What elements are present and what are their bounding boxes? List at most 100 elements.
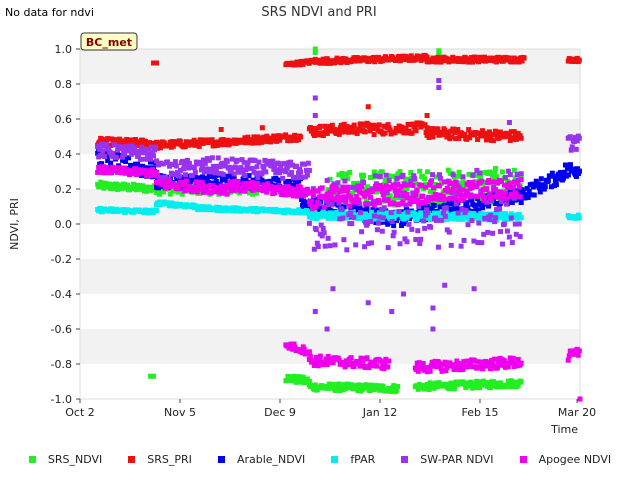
- data-point: [311, 362, 317, 368]
- grid-band: [80, 224, 580, 259]
- data-point: [120, 138, 126, 144]
- data-point: [497, 380, 503, 386]
- data-point: [401, 216, 407, 222]
- data-point: [456, 135, 462, 141]
- data-point: [318, 204, 324, 210]
- data-point: [515, 382, 521, 388]
- data-point: [451, 216, 457, 222]
- data-point: [312, 125, 318, 131]
- data-point: [388, 210, 394, 216]
- data-point: [174, 170, 180, 176]
- data-point: [259, 177, 265, 183]
- legend-item[interactable]: SRS_NDVI: [28, 453, 102, 466]
- data-point: [382, 130, 388, 136]
- data-point: [484, 186, 490, 192]
- data-point: [470, 364, 476, 370]
- data-point: [482, 170, 488, 176]
- data-point: [414, 187, 420, 193]
- data-point: [213, 166, 219, 172]
- data-point: [376, 122, 382, 128]
- data-point: [226, 183, 232, 189]
- data-point: [502, 174, 508, 180]
- data-point: [371, 132, 377, 138]
- data-point: [383, 192, 389, 198]
- legend-item[interactable]: fPAR: [331, 453, 375, 466]
- data-point: [385, 364, 391, 370]
- data-point: [147, 156, 153, 162]
- data-point: [292, 344, 298, 350]
- data-point: [453, 179, 459, 185]
- data-point: [406, 182, 412, 188]
- data-point: [470, 179, 476, 185]
- data-point: [246, 165, 252, 171]
- data-point: [358, 210, 364, 216]
- data-point: [500, 194, 506, 200]
- data-point: [117, 182, 123, 188]
- data-point: [545, 178, 551, 184]
- data-point: [488, 366, 494, 372]
- grid-band: [80, 294, 580, 329]
- data-point: [445, 167, 451, 173]
- data-point: [132, 145, 138, 151]
- data-point: [326, 202, 332, 208]
- data-point: [491, 132, 497, 138]
- data-point: [455, 127, 461, 133]
- data-point: [430, 305, 436, 311]
- data-point: [576, 348, 582, 354]
- data-point: [231, 175, 237, 181]
- data-point: [492, 169, 498, 175]
- data-point: [502, 190, 508, 196]
- data-point: [231, 171, 237, 177]
- legend-item[interactable]: Arable_NDVI: [217, 453, 305, 466]
- data-point: [516, 221, 522, 227]
- data-point: [410, 121, 416, 127]
- legend-item[interactable]: Apogee NDVI: [519, 453, 611, 466]
- data-point: [498, 362, 504, 368]
- data-point: [466, 171, 472, 177]
- data-point: [424, 207, 430, 213]
- data-point: [339, 129, 345, 135]
- data-point: [436, 183, 442, 189]
- data-point: [480, 205, 486, 211]
- data-point: [535, 181, 541, 187]
- data-point: [483, 130, 489, 136]
- data-point: [177, 138, 183, 144]
- data-point: [522, 195, 528, 201]
- data-point: [317, 353, 323, 359]
- data-point: [490, 194, 496, 200]
- site-badge[interactable]: BC_met: [80, 32, 138, 51]
- data-point: [153, 169, 159, 175]
- data-point: [261, 182, 267, 188]
- data-point: [225, 137, 231, 143]
- data-point: [181, 162, 187, 168]
- data-point: [394, 175, 400, 181]
- data-point: [511, 195, 517, 201]
- data-point: [331, 126, 337, 132]
- data-point: [499, 211, 505, 217]
- data-point: [301, 187, 307, 193]
- data-point: [270, 158, 276, 164]
- data-point: [199, 163, 205, 169]
- data-point: [470, 59, 476, 65]
- data-point: [390, 182, 396, 188]
- data-point: [429, 126, 435, 132]
- data-point: [294, 163, 300, 169]
- data-point: [386, 173, 392, 179]
- data-point: [355, 207, 361, 213]
- data-point: [355, 388, 361, 394]
- data-point: [448, 206, 454, 212]
- legend-swatch: [128, 456, 136, 463]
- data-point: [440, 194, 446, 200]
- data-point: [250, 191, 256, 197]
- data-point: [351, 122, 357, 128]
- legend-swatch: [28, 456, 36, 463]
- data-point: [475, 359, 481, 365]
- data-point: [249, 179, 255, 185]
- data-point: [312, 196, 318, 202]
- data-point: [364, 355, 370, 361]
- data-point: [212, 173, 218, 179]
- data-point: [186, 160, 192, 166]
- legend-item[interactable]: SRS_PRI: [128, 453, 192, 466]
- legend-item[interactable]: SW-PAR NDVI: [401, 453, 494, 466]
- data-point: [386, 178, 392, 184]
